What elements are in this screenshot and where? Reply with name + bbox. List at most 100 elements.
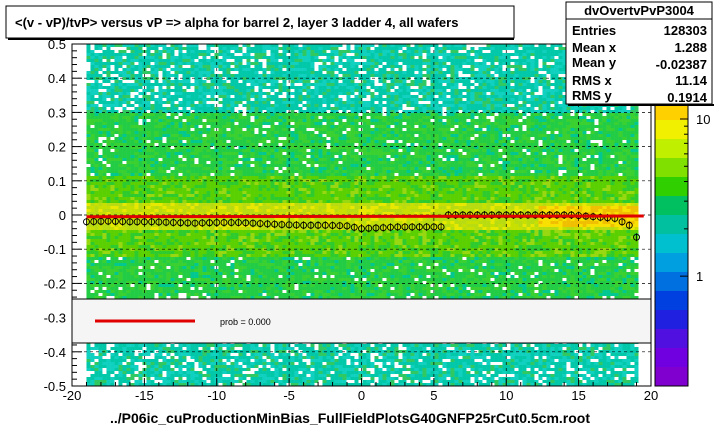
heatmap-cell: [382, 146, 387, 149]
heatmap-cell: [178, 125, 183, 128]
heatmap-cell: [378, 89, 383, 92]
heatmap-cell: [414, 74, 419, 77]
heatmap-cell: [106, 50, 111, 53]
heatmap-cell: [238, 131, 243, 134]
heatmap-cell: [586, 149, 591, 152]
heatmap-cell: [250, 137, 255, 140]
heatmap-cell: [410, 47, 415, 50]
heatmap-cell: [554, 149, 559, 152]
heatmap-cell: [534, 59, 539, 62]
heatmap-cell: [178, 68, 183, 71]
heatmap-cell: [122, 80, 127, 83]
heatmap-cell: [594, 143, 599, 146]
heatmap-cell: [502, 71, 507, 74]
heatmap-cell: [118, 122, 123, 125]
heatmap-cell: [94, 95, 99, 98]
heatmap-cell: [426, 83, 431, 86]
heatmap-cell: [458, 125, 463, 128]
heatmap-cell: [382, 110, 387, 113]
heatmap-cell: [506, 113, 511, 116]
heatmap-cell: [318, 68, 323, 71]
heatmap-cell: [374, 122, 379, 125]
heatmap-cell: [206, 95, 211, 98]
heatmap-cell: [170, 44, 175, 47]
heatmap-cell: [202, 83, 207, 86]
heatmap-cell: [278, 101, 283, 104]
heatmap-cell: [370, 143, 375, 146]
heatmap-cell: [422, 92, 427, 95]
heatmap-cell: [478, 71, 483, 74]
heatmap-cell: [614, 131, 619, 134]
heatmap-cell: [218, 65, 223, 68]
heatmap-cell: [262, 71, 267, 74]
heatmap-cell: [202, 92, 207, 95]
heatmap-cell: [530, 50, 535, 53]
heatmap-cell: [338, 62, 343, 65]
heatmap-cell: [422, 98, 427, 101]
heatmap-cell: [354, 62, 359, 65]
heatmap-cell: [314, 101, 319, 104]
heatmap-cell: [86, 146, 91, 149]
heatmap-cell: [162, 110, 167, 113]
heatmap-cell: [430, 50, 435, 53]
heatmap-cell: [226, 95, 231, 98]
heatmap-cell: [230, 122, 235, 125]
heatmap-cell: [470, 128, 475, 131]
heatmap-cell: [302, 107, 307, 110]
heatmap-cell: [190, 47, 195, 50]
heatmap-cell: [94, 50, 99, 53]
heatmap-cell: [146, 86, 151, 89]
heatmap-cell: [538, 116, 543, 119]
heatmap-cell: [162, 86, 167, 89]
heatmap-cell: [414, 149, 419, 152]
heatmap-cell: [446, 137, 451, 140]
heatmap-cell: [438, 131, 443, 134]
heatmap-cell: [306, 80, 311, 83]
heatmap-cell: [522, 134, 527, 137]
heatmap-cell: [506, 53, 511, 56]
heatmap-cell: [466, 50, 471, 53]
heatmap-cell: [170, 146, 175, 149]
heatmap-cell: [270, 59, 275, 62]
heatmap-cell: [594, 110, 599, 113]
heatmap-cell: [306, 119, 311, 122]
heatmap-cell: [362, 101, 367, 104]
heatmap-cell: [170, 53, 175, 56]
heatmap-cell: [154, 101, 159, 104]
heatmap-cell: [162, 104, 167, 107]
heatmap-cell: [554, 56, 559, 59]
heatmap-cell: [462, 140, 467, 143]
heatmap-cell: [494, 116, 499, 119]
heatmap-cell: [98, 59, 103, 62]
heatmap-cell: [350, 101, 355, 104]
heatmap-cell: [206, 50, 211, 53]
heatmap-cell: [406, 56, 411, 59]
heatmap-cell: [590, 131, 595, 134]
heatmap-cell: [506, 59, 511, 62]
heatmap-cell: [526, 80, 531, 83]
heatmap-cell: [494, 140, 499, 143]
heatmap-cell: [502, 86, 507, 89]
heatmap-cell: [170, 62, 175, 65]
heatmap-cell: [518, 128, 523, 131]
heatmap-cell: [174, 80, 179, 83]
heatmap-cell: [358, 128, 363, 131]
heatmap-cell: [634, 131, 639, 134]
heatmap-cell: [310, 110, 315, 113]
heatmap-cell: [358, 125, 363, 128]
heatmap-cell: [138, 92, 143, 95]
heatmap-cell: [138, 125, 143, 128]
heatmap-cell: [246, 47, 251, 50]
heatmap-cell: [378, 62, 383, 65]
heatmap-cell: [166, 146, 171, 149]
heatmap-cell: [198, 53, 203, 56]
heatmap-cell: [122, 101, 127, 104]
heatmap-cell: [522, 50, 527, 53]
heatmap-cell: [218, 80, 223, 83]
heatmap-cell: [446, 125, 451, 128]
heatmap-cell: [274, 71, 279, 74]
heatmap-cell: [422, 95, 427, 98]
heatmap-cell: [426, 47, 431, 50]
heatmap-cell: [110, 104, 115, 107]
heatmap-cell: [450, 149, 455, 152]
